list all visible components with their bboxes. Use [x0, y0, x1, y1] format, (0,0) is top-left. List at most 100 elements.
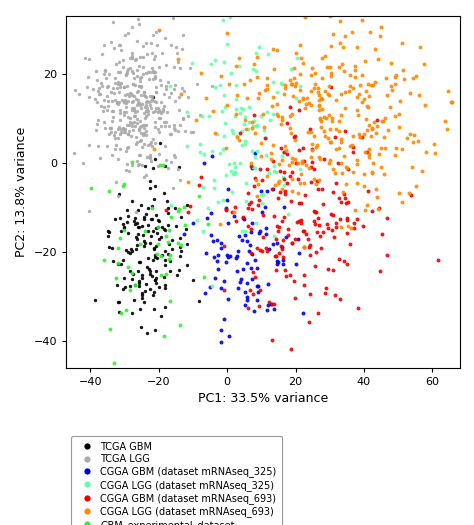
Point	[256, 286, 264, 295]
Point	[149, 108, 156, 117]
Point	[183, 142, 191, 151]
Point	[157, 312, 165, 321]
Point	[104, 227, 112, 235]
Point	[136, 117, 143, 125]
Point	[383, 90, 391, 99]
Point	[386, 103, 394, 111]
Point	[257, 151, 265, 160]
Point	[396, 97, 403, 106]
Point	[110, 359, 118, 368]
Point	[221, 119, 229, 127]
Point	[321, 51, 329, 60]
Point	[395, 110, 403, 118]
Point	[141, 226, 149, 235]
Point	[318, 117, 325, 125]
Point	[180, 203, 187, 212]
Point	[329, 164, 337, 173]
Point	[255, 196, 263, 205]
Point	[268, 300, 275, 309]
Point	[346, 82, 354, 90]
Point	[295, 249, 303, 257]
Point	[141, 103, 149, 111]
Point	[132, 132, 140, 141]
Point	[100, 96, 107, 104]
Point	[292, 48, 300, 57]
Point	[278, 112, 286, 121]
Point	[257, 191, 264, 199]
Point	[336, 214, 344, 223]
Point	[273, 87, 281, 96]
Point	[218, 72, 225, 80]
Point	[123, 68, 131, 77]
Point	[142, 68, 150, 77]
Point	[321, 132, 329, 141]
Point	[406, 88, 413, 97]
Point	[103, 106, 111, 114]
Point	[132, 55, 139, 63]
Point	[197, 173, 205, 182]
Point	[115, 298, 122, 306]
Point	[345, 222, 352, 230]
Point	[375, 149, 383, 158]
Point	[297, 70, 304, 78]
Point	[332, 218, 340, 227]
X-axis label: PC1: 33.5% variance: PC1: 33.5% variance	[198, 392, 328, 405]
Point	[172, 97, 179, 106]
Point	[286, 161, 293, 170]
Point	[252, 153, 259, 161]
Point	[146, 177, 154, 185]
Point	[154, 240, 162, 248]
Point	[143, 39, 150, 48]
Point	[176, 321, 183, 329]
Point	[128, 275, 136, 283]
Point	[383, 214, 391, 222]
Point	[75, 89, 83, 98]
Point	[278, 217, 286, 226]
Point	[279, 256, 287, 264]
Point	[142, 280, 149, 289]
Point	[147, 215, 155, 223]
Point	[421, 101, 429, 109]
Point	[135, 125, 143, 133]
Point	[316, 232, 324, 240]
Point	[287, 80, 294, 88]
Point	[128, 98, 136, 106]
Point	[225, 332, 233, 340]
Point	[316, 114, 323, 123]
Point	[325, 81, 332, 90]
Point	[286, 172, 294, 181]
Point	[382, 114, 389, 123]
Point	[129, 80, 137, 88]
Point	[140, 172, 148, 181]
Point	[388, 59, 395, 68]
Point	[278, 116, 285, 124]
Point	[245, 247, 252, 255]
Point	[115, 134, 122, 143]
Point	[364, 103, 372, 111]
Point	[131, 111, 139, 120]
Point	[257, 139, 264, 147]
Point	[152, 224, 159, 232]
Point	[127, 54, 134, 62]
Point	[376, 267, 384, 276]
Point	[149, 256, 157, 265]
Point	[340, 190, 347, 198]
Point	[118, 260, 125, 268]
Point	[280, 175, 288, 184]
Point	[301, 281, 308, 289]
Point	[219, 195, 227, 204]
Point	[137, 82, 145, 90]
Point	[324, 89, 332, 98]
Point	[207, 59, 214, 68]
Point	[167, 201, 175, 209]
Point	[286, 270, 293, 279]
Point	[254, 288, 262, 297]
Point	[138, 222, 146, 230]
Point	[115, 155, 122, 164]
Point	[410, 130, 418, 139]
Point	[109, 117, 116, 125]
Point	[125, 248, 132, 256]
Point	[131, 56, 138, 64]
Point	[134, 230, 141, 238]
Point	[270, 110, 277, 118]
